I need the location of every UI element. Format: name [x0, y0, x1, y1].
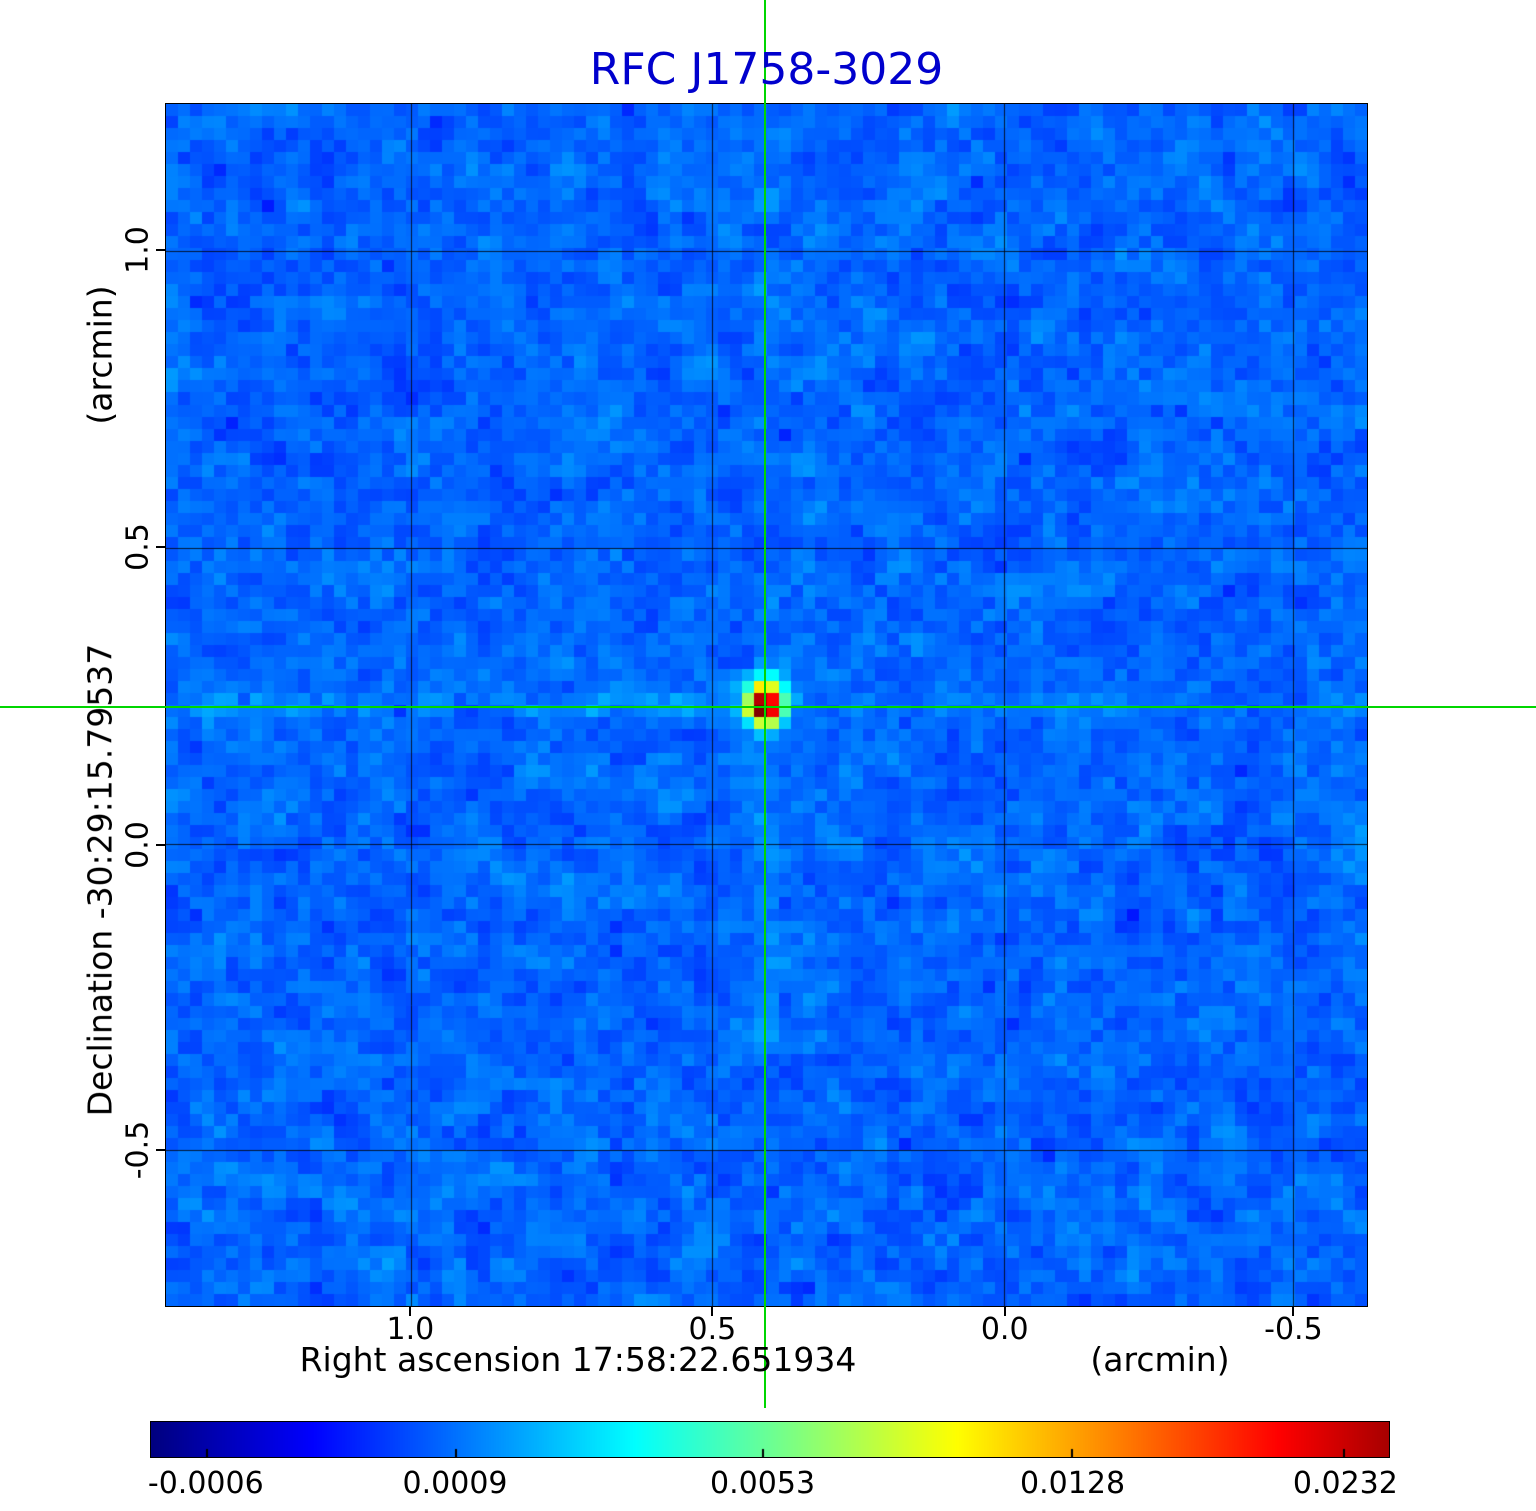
- y-tick-label: -0.5: [120, 1121, 156, 1180]
- x-tick-label: 1.0: [386, 1312, 435, 1347]
- x-axis-tick-mark: [409, 1307, 412, 1316]
- y-tick-label: 0.5: [120, 523, 156, 572]
- x-axis-tick-mark: [711, 1307, 714, 1316]
- y-axis-unit-label: (arcmin): [80, 285, 120, 425]
- heatmap-canvas: [166, 104, 1367, 1306]
- x-axis-tick-mark: [1003, 1307, 1006, 1316]
- colorbar-tick-label: 0.0053: [710, 1466, 816, 1501]
- x-tick-label: -0.5: [1264, 1312, 1323, 1347]
- x-tick-label: 0.0: [980, 1312, 1029, 1347]
- colorbar-tick-label: 0.0232: [1292, 1466, 1398, 1501]
- colorbar-tick-label: 0.0009: [402, 1466, 508, 1501]
- colorbar-tick-label: -0.0006: [147, 1466, 264, 1501]
- x-axis-tick-mark: [1292, 1307, 1295, 1316]
- x-tick-label: 0.5: [688, 1312, 737, 1347]
- chart-title: RFC J1758-3029: [589, 44, 944, 95]
- colorbar: [150, 1421, 1390, 1458]
- colorbar-tick-label: 0.0128: [1020, 1466, 1126, 1501]
- y-axis-tick-mark: [156, 1149, 165, 1152]
- x-axis-unit-label: (arcmin): [1090, 1340, 1230, 1379]
- y-axis-label: Declination -30:29:15.79537: [80, 643, 120, 1117]
- crosshair-vertical-line: [764, 0, 767, 1408]
- colorbar-canvas: [151, 1422, 1389, 1457]
- heatmap-plot: [165, 103, 1368, 1307]
- y-axis-tick-mark: [156, 546, 165, 549]
- y-tick-label: 1.0: [120, 226, 156, 274]
- crosshair-horizontal-line: [0, 706, 1536, 709]
- y-axis-tick-mark: [156, 843, 165, 846]
- y-tick-label: 0.0: [120, 820, 156, 869]
- x-axis-label: Right ascension 17:58:22.651934: [299, 1340, 857, 1379]
- y-axis-tick-mark: [156, 248, 165, 251]
